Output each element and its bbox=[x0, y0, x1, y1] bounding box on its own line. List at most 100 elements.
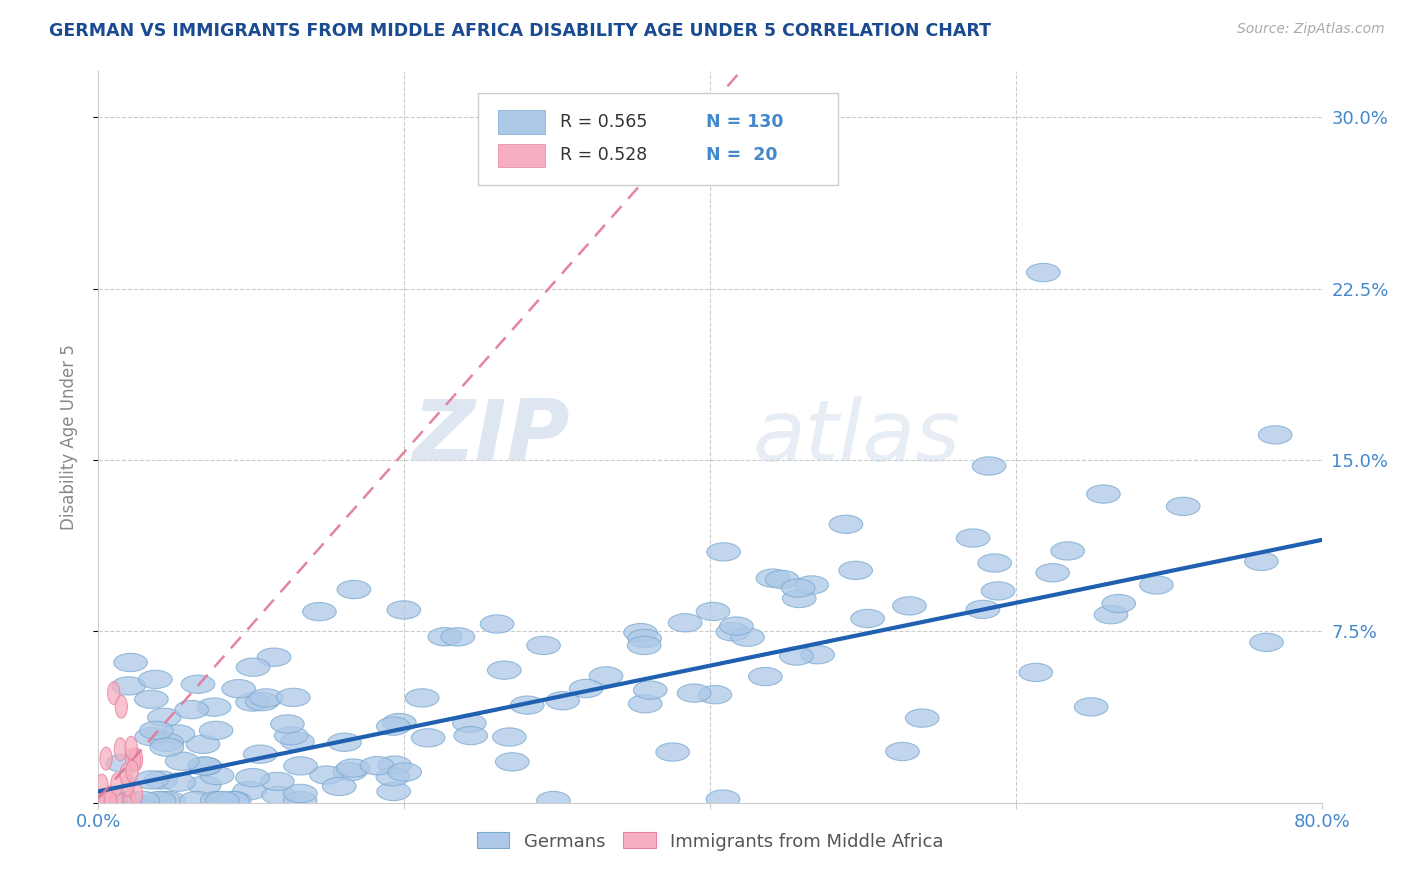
Ellipse shape bbox=[765, 570, 799, 589]
Bar bbox=[498, 144, 546, 167]
Ellipse shape bbox=[181, 675, 215, 693]
Ellipse shape bbox=[200, 722, 233, 739]
Ellipse shape bbox=[756, 569, 790, 587]
Ellipse shape bbox=[135, 690, 169, 708]
Ellipse shape bbox=[1244, 552, 1278, 571]
Ellipse shape bbox=[333, 763, 367, 780]
Ellipse shape bbox=[174, 700, 208, 719]
Ellipse shape bbox=[215, 791, 249, 810]
Ellipse shape bbox=[1140, 576, 1173, 594]
Ellipse shape bbox=[627, 636, 661, 655]
Text: GERMAN VS IMMIGRANTS FROM MIDDLE AFRICA DISABILITY AGE UNDER 5 CORRELATION CHART: GERMAN VS IMMIGRANTS FROM MIDDLE AFRICA … bbox=[49, 22, 991, 40]
Ellipse shape bbox=[495, 753, 529, 771]
Ellipse shape bbox=[125, 736, 138, 759]
Ellipse shape bbox=[218, 791, 252, 810]
Ellipse shape bbox=[243, 745, 277, 764]
Ellipse shape bbox=[328, 733, 361, 751]
Legend: Germans, Immigrants from Middle Africa: Germans, Immigrants from Middle Africa bbox=[471, 827, 949, 856]
Ellipse shape bbox=[162, 773, 195, 791]
Ellipse shape bbox=[236, 693, 270, 711]
Ellipse shape bbox=[148, 708, 181, 726]
Ellipse shape bbox=[302, 602, 336, 621]
Ellipse shape bbox=[112, 677, 145, 695]
Ellipse shape bbox=[977, 554, 1011, 572]
Ellipse shape bbox=[1362, 124, 1396, 142]
Ellipse shape bbox=[627, 630, 661, 648]
Ellipse shape bbox=[378, 756, 412, 774]
Ellipse shape bbox=[441, 628, 475, 646]
Ellipse shape bbox=[375, 767, 409, 786]
Ellipse shape bbox=[1019, 664, 1053, 681]
Ellipse shape bbox=[966, 600, 1000, 618]
Ellipse shape bbox=[115, 696, 128, 718]
Ellipse shape bbox=[205, 791, 239, 810]
Ellipse shape bbox=[1102, 594, 1136, 613]
Ellipse shape bbox=[377, 717, 411, 735]
Ellipse shape bbox=[720, 617, 754, 635]
Ellipse shape bbox=[284, 756, 318, 775]
Ellipse shape bbox=[142, 791, 176, 810]
Ellipse shape bbox=[1258, 425, 1292, 444]
Ellipse shape bbox=[801, 646, 834, 664]
Ellipse shape bbox=[188, 757, 221, 775]
Ellipse shape bbox=[412, 729, 444, 747]
Ellipse shape bbox=[143, 771, 177, 789]
Ellipse shape bbox=[851, 609, 884, 628]
Ellipse shape bbox=[200, 791, 233, 810]
Ellipse shape bbox=[546, 691, 579, 710]
Ellipse shape bbox=[1250, 633, 1284, 651]
Ellipse shape bbox=[125, 748, 138, 772]
Ellipse shape bbox=[108, 681, 120, 705]
Ellipse shape bbox=[166, 752, 200, 771]
Ellipse shape bbox=[830, 516, 863, 533]
Ellipse shape bbox=[100, 747, 112, 770]
Ellipse shape bbox=[336, 759, 370, 777]
Ellipse shape bbox=[186, 735, 219, 754]
Ellipse shape bbox=[103, 789, 115, 812]
Ellipse shape bbox=[309, 766, 343, 784]
Ellipse shape bbox=[782, 590, 815, 607]
Ellipse shape bbox=[222, 680, 256, 698]
FancyBboxPatch shape bbox=[478, 94, 838, 185]
Bar bbox=[498, 110, 546, 134]
Ellipse shape bbox=[697, 686, 731, 704]
Ellipse shape bbox=[114, 653, 148, 672]
Text: N =  20: N = 20 bbox=[706, 146, 778, 164]
Ellipse shape bbox=[270, 714, 304, 733]
Ellipse shape bbox=[377, 782, 411, 801]
Ellipse shape bbox=[589, 666, 623, 685]
Ellipse shape bbox=[481, 615, 515, 633]
Ellipse shape bbox=[150, 733, 184, 751]
Ellipse shape bbox=[281, 732, 314, 750]
Ellipse shape bbox=[569, 680, 603, 698]
Text: Source: ZipAtlas.com: Source: ZipAtlas.com bbox=[1237, 22, 1385, 37]
Ellipse shape bbox=[1087, 485, 1121, 503]
Ellipse shape bbox=[387, 601, 420, 619]
Ellipse shape bbox=[139, 670, 172, 689]
Ellipse shape bbox=[187, 776, 221, 795]
Ellipse shape bbox=[388, 763, 422, 781]
Ellipse shape bbox=[260, 772, 294, 790]
Ellipse shape bbox=[780, 647, 813, 665]
Ellipse shape bbox=[274, 727, 308, 745]
Ellipse shape bbox=[127, 760, 138, 782]
Ellipse shape bbox=[527, 636, 561, 655]
Ellipse shape bbox=[98, 789, 111, 812]
Ellipse shape bbox=[972, 457, 1005, 475]
Ellipse shape bbox=[634, 681, 666, 699]
Ellipse shape bbox=[839, 561, 873, 580]
Ellipse shape bbox=[748, 667, 782, 686]
Ellipse shape bbox=[893, 597, 927, 615]
Ellipse shape bbox=[131, 782, 142, 805]
Ellipse shape bbox=[284, 784, 318, 803]
Ellipse shape bbox=[322, 777, 356, 796]
Ellipse shape bbox=[94, 791, 128, 810]
Ellipse shape bbox=[731, 628, 765, 647]
Text: atlas: atlas bbox=[752, 395, 960, 479]
Ellipse shape bbox=[96, 774, 108, 797]
Ellipse shape bbox=[492, 728, 526, 747]
Ellipse shape bbox=[668, 614, 702, 632]
Ellipse shape bbox=[127, 791, 160, 810]
Ellipse shape bbox=[111, 772, 122, 796]
Ellipse shape bbox=[382, 714, 416, 731]
